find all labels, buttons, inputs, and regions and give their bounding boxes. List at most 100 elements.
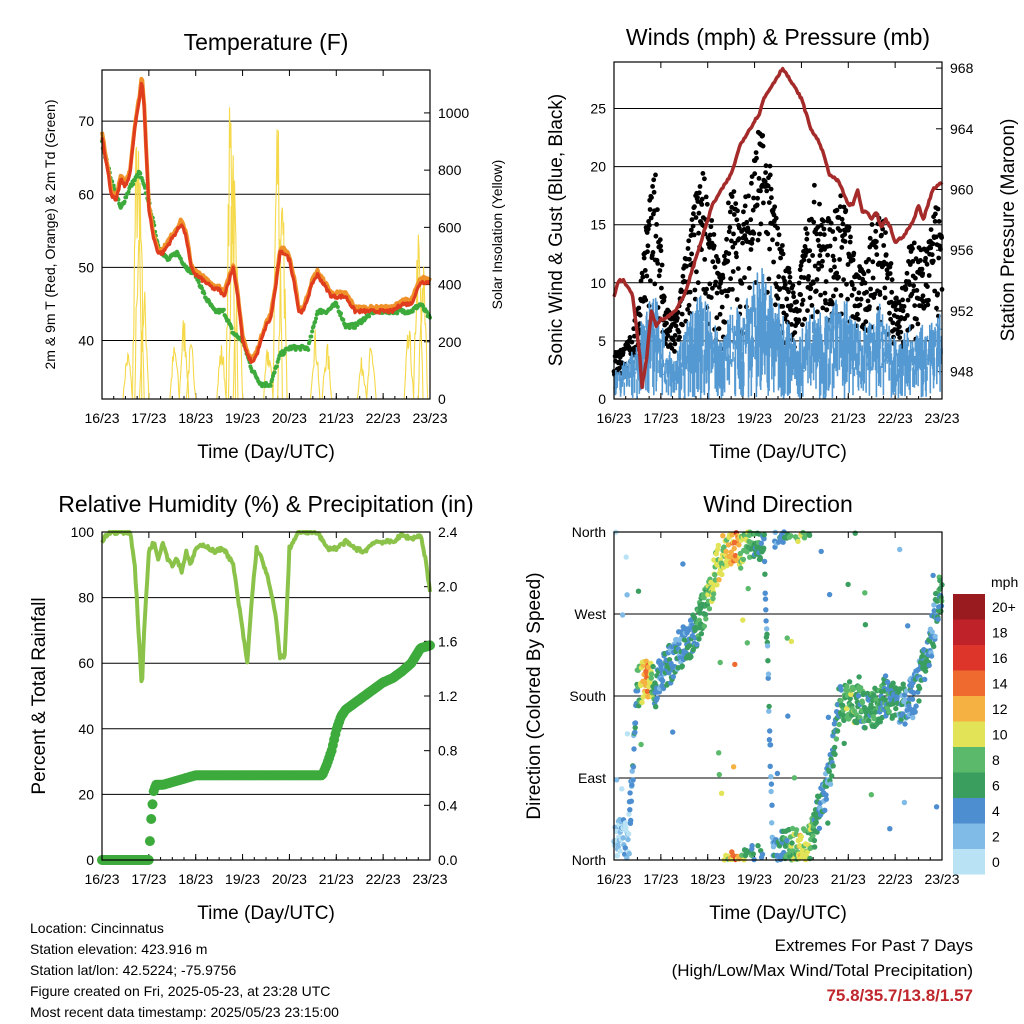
direction-point [765, 675, 771, 681]
gust-point [930, 241, 936, 247]
gust-point [797, 308, 802, 313]
direction-point [747, 554, 753, 560]
gust-point [737, 304, 743, 310]
gust-point [739, 281, 745, 286]
gust-point [748, 217, 754, 223]
gust-point [809, 303, 815, 308]
gust-point [863, 319, 869, 325]
dewpoint-point [311, 324, 316, 329]
y-tick-label: North [572, 524, 606, 540]
gust-point [818, 292, 823, 298]
gust-point [658, 248, 664, 254]
gust-point [920, 271, 926, 276]
gust-point [707, 281, 713, 287]
gust-point [761, 200, 766, 206]
gust-point [744, 219, 750, 225]
direction-point [922, 676, 928, 683]
gust-point [750, 237, 755, 242]
colorbar-label: 10 [992, 726, 1008, 742]
gust-point [644, 273, 650, 279]
direction-point [729, 532, 735, 538]
gust-point [786, 269, 792, 275]
direction-point [614, 777, 620, 783]
gust-point [687, 256, 692, 262]
x-axis-label: Time (Day/UTC) [709, 442, 847, 463]
gust-point [680, 322, 685, 328]
gust-point [689, 251, 694, 257]
gust-point [928, 245, 934, 251]
gust-point [653, 172, 658, 178]
gust-point [821, 218, 826, 224]
gust-point [913, 275, 918, 281]
gust-point [647, 207, 653, 212]
gust-point [711, 232, 717, 237]
gust-point [802, 316, 807, 322]
y-tick-label: 80 [78, 590, 94, 606]
gust-point [800, 322, 805, 328]
y-tick-label: 60 [78, 655, 94, 671]
dewpoint-point [126, 189, 131, 194]
gust-point [780, 243, 785, 248]
y-right-tick-label: 1.2 [438, 688, 458, 704]
gust-point [765, 231, 771, 237]
gust-point [730, 287, 735, 292]
gust-point [765, 183, 771, 189]
direction-point [902, 721, 908, 727]
direction-point [670, 674, 676, 680]
dewpoint-point [395, 311, 400, 316]
gust-point [850, 257, 856, 263]
gust-point [673, 323, 679, 329]
gust-point [831, 293, 836, 299]
gust-point [653, 233, 659, 239]
direction-point [902, 697, 908, 703]
gust-point [866, 268, 871, 274]
y-tick-label: 70 [78, 113, 94, 129]
gust-point [803, 226, 809, 232]
gust-point [833, 287, 839, 292]
gust-point [735, 208, 740, 214]
gust-point [887, 310, 892, 316]
panel-4: Wind Direction Time (Day/UTC) 16/23 17/23 18… [524, 491, 1018, 924]
gust-point [699, 196, 705, 202]
direction-point [860, 690, 867, 697]
gust-point [714, 315, 720, 321]
x-tick-label: 21/23 [319, 871, 354, 887]
y-right-tick-label: 200 [438, 334, 462, 350]
gust-point [658, 243, 663, 249]
x-tick-label: 19/23 [737, 871, 772, 887]
gust-point [817, 253, 823, 258]
gust-point [784, 296, 790, 302]
gust-point [762, 179, 768, 184]
panel-2: Winds (mph) & Pressure (mb) Time (Day/UTC… [546, 24, 1019, 463]
gust-point [661, 294, 667, 300]
gust-point [815, 224, 821, 230]
direction-point [680, 561, 686, 567]
gust-point [726, 200, 731, 206]
gust-point [791, 294, 797, 300]
direction-point [893, 705, 899, 712]
direction-point [703, 616, 709, 622]
direction-point [768, 781, 775, 787]
gust-point [928, 227, 934, 233]
gust-point [816, 266, 821, 272]
solar-insolation-trace [309, 329, 321, 400]
direction-point [701, 595, 707, 601]
dewpoint-point [270, 377, 275, 382]
direction-point [623, 554, 629, 560]
direction-point [644, 688, 651, 694]
gust-point [905, 313, 910, 318]
gust-point [897, 324, 902, 330]
gust-point [874, 252, 880, 257]
gust-point [703, 194, 709, 200]
direction-point [716, 750, 722, 756]
gust-point [787, 279, 793, 285]
direction-point [793, 827, 800, 833]
gust-point [730, 244, 736, 250]
x-axis-label: Time (Day/UTC) [197, 442, 335, 463]
gust-point [796, 317, 802, 323]
gust-point [645, 226, 651, 232]
x-tick-label: 18/23 [178, 410, 213, 426]
gust-point [842, 239, 848, 244]
direction-point [617, 848, 623, 854]
direction-point [712, 572, 718, 578]
